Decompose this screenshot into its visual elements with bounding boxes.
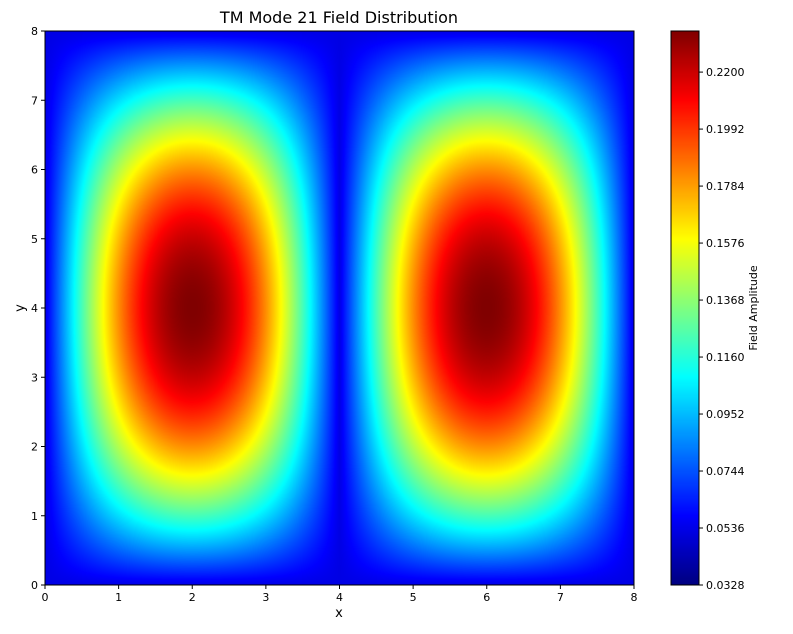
y-axis: 0 1 2 3 4 5 6 7 8 — [31, 25, 45, 592]
chart-title: TM Mode 21 Field Distribution — [219, 8, 458, 27]
colorbar-canvas — [671, 31, 699, 585]
colorbar-tick-label: 0.1160 — [706, 351, 745, 364]
colorbar-tick-label: 0.0744 — [706, 465, 745, 478]
plot-area — [44, 30, 635, 586]
x-axis-label: x — [335, 606, 343, 621]
x-tick-label: 8 — [631, 591, 638, 604]
colorbar-tick-label: 0.0328 — [706, 579, 745, 592]
y-tick-label: 2 — [31, 441, 38, 454]
y-tick-label: 0 — [31, 579, 38, 592]
y-tick-label: 1 — [31, 510, 38, 523]
x-tick-label: 4 — [336, 591, 343, 604]
y-tick-label: 8 — [31, 25, 38, 38]
y-tick-label: 5 — [31, 233, 38, 246]
y-tick-label: 7 — [31, 94, 38, 107]
colorbar-tick-label: 0.1368 — [706, 294, 745, 307]
colorbar-tick-label: 0.0536 — [706, 522, 745, 535]
heatmap-canvas — [45, 31, 634, 585]
x-tick-label: 5 — [410, 591, 417, 604]
colorbar-tick-label: 0.0952 — [706, 408, 745, 421]
x-tick-label: 2 — [189, 591, 196, 604]
y-tick-label: 6 — [31, 164, 38, 177]
colorbar: 0.0328 0.0536 0.0744 0.0952 0.1160 0.1368 0.15… — [670, 30, 760, 592]
x-tick-label: 6 — [483, 591, 490, 604]
x-axis: 0 1 2 3 4 5 6 7 8 — [42, 585, 638, 604]
colorbar-ticks: 0.0328 0.0536 0.0744 0.0952 0.1160 0.1368 0.15… — [699, 66, 745, 592]
colorbar-label: Field Amplitude — [747, 265, 760, 350]
x-tick-label: 3 — [262, 591, 269, 604]
y-axis-label: y — [13, 304, 28, 312]
colorbar-frame — [670, 30, 700, 586]
x-tick-label: 1 — [115, 591, 122, 604]
colorbar-tick-label: 0.1992 — [706, 123, 745, 136]
colorbar-tick-label: 0.1576 — [706, 237, 745, 250]
x-tick-label: 7 — [557, 591, 564, 604]
colorbar-tick-label: 0.2200 — [706, 66, 745, 79]
y-tick-label: 3 — [31, 371, 38, 384]
x-tick-label: 0 — [42, 591, 49, 604]
y-tick-label: 4 — [31, 302, 38, 315]
colorbar-tick-label: 0.1784 — [706, 180, 745, 193]
